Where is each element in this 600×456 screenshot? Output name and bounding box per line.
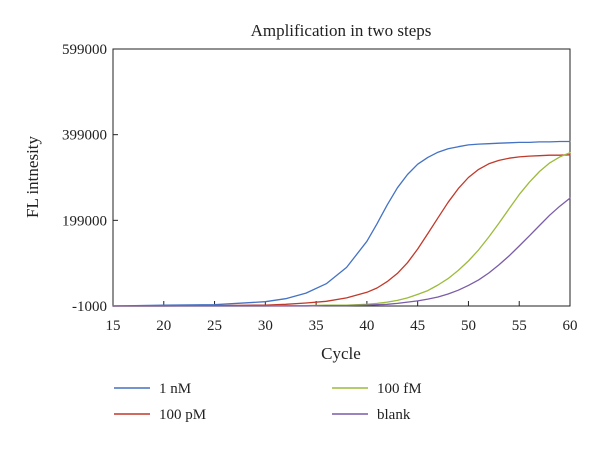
x-tick-label: 50 [461,318,476,334]
legend: 1 nM 100 pM 100 fM blank [114,381,422,423]
series-line-100-pm [112,154,571,307]
y-tick-label: 199000 [62,213,107,229]
legend-label-blank: blank [377,407,411,423]
y-tick-label: 399000 [62,128,107,144]
plot-frame [112,48,571,307]
x-tick-label: 60 [563,318,578,334]
y-tick-label: 599000 [62,42,107,58]
chart-title: Amplification in two steps [251,21,432,40]
x-axis-label: Cycle [321,344,361,363]
x-tick-label: 55 [512,318,527,334]
x-tick-label: 15 [106,318,121,334]
y-tick-label: -1000 [72,299,107,315]
x-axis-ticks: 15 20 25 30 35 40 45 50 55 60 [106,301,578,334]
x-tick-label: 45 [410,318,425,334]
series-lines [112,140,571,307]
legend-label-100-pm: 100 pM [159,407,206,423]
legend-label-100-fm: 100 fM [377,381,422,397]
x-tick-label: 30 [258,318,273,334]
x-tick-label: 20 [156,318,171,334]
x-tick-label: 40 [359,318,374,334]
y-axis-label: FL intnesity [23,135,42,218]
x-tick-label: 35 [309,318,324,334]
series-line-100-fm [112,152,571,307]
y-axis-ticks: -1000 199000 399000 599000 [62,42,118,315]
x-tick-label: 25 [207,318,222,334]
series-line-1-nm [112,140,571,307]
series-line-blank [112,197,571,307]
legend-label-1-nm: 1 nM [159,381,191,397]
